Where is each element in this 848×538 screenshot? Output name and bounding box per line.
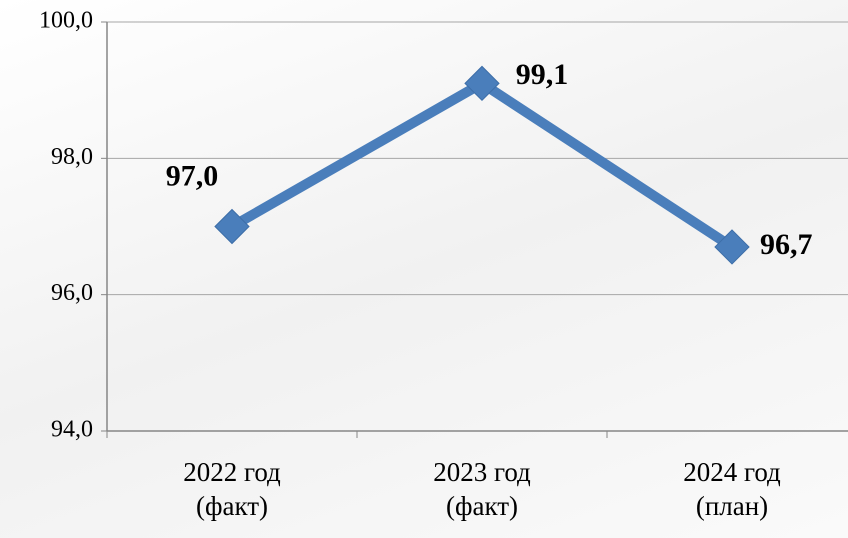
y-tick-label: 98,0	[51, 144, 93, 170]
data-label: 99,1	[516, 58, 569, 91]
marker	[464, 65, 500, 102]
y-tick-label: 94,0	[51, 417, 93, 443]
data-label: 96,7	[760, 228, 813, 261]
marker	[214, 208, 250, 245]
marker	[714, 229, 750, 265]
y-tick-label: 100,0	[39, 8, 93, 34]
y-tick-label: 96,0	[51, 280, 93, 306]
data-label: 97,0	[166, 159, 219, 192]
x-tick-label: 2024 год (план)	[683, 457, 781, 521]
x-tick-label: 2022 год (факт)	[183, 457, 281, 521]
line	[229, 78, 735, 252]
x-tick-label: 2023 год (факт)	[433, 457, 531, 521]
